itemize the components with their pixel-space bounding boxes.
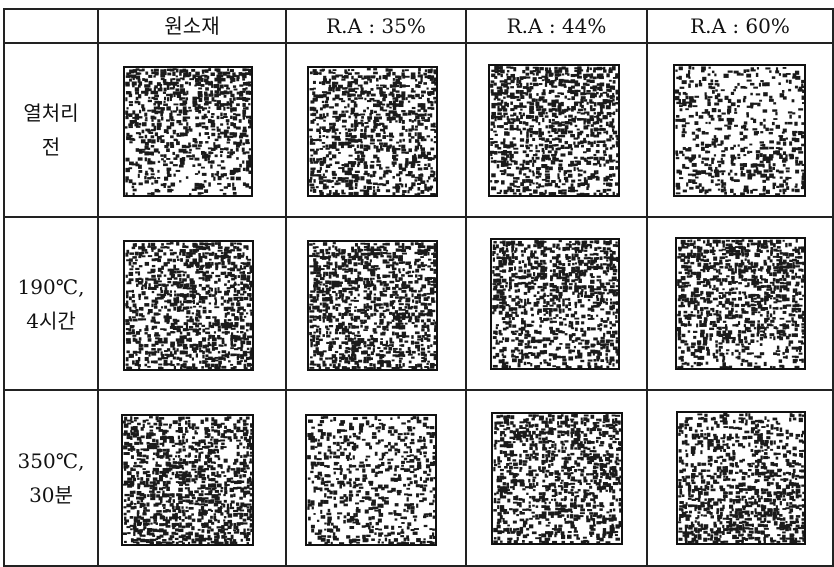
micrograph-image bbox=[675, 237, 806, 370]
column-header-ra-60: R.A : 60% bbox=[690, 14, 790, 38]
table-row-divider bbox=[3, 216, 834, 218]
table-col-divider bbox=[285, 8, 287, 567]
micrograph-texture bbox=[125, 242, 252, 369]
micrograph-texture bbox=[492, 240, 618, 368]
table-col-divider bbox=[646, 8, 648, 567]
micrograph-image bbox=[305, 414, 437, 546]
micrograph-image bbox=[307, 66, 438, 197]
micrograph-image bbox=[491, 412, 623, 545]
table-border-right bbox=[832, 8, 834, 567]
micrograph-texture bbox=[307, 416, 435, 544]
row-label-350c-30min: 350℃, 30분 bbox=[17, 449, 85, 507]
micrograph-image bbox=[123, 66, 253, 197]
micrograph-image bbox=[490, 238, 620, 370]
micrograph-image bbox=[488, 64, 620, 197]
micrograph-image bbox=[307, 240, 438, 371]
table-header-divider bbox=[3, 42, 834, 44]
micrograph-image bbox=[676, 411, 806, 545]
micrograph-texture bbox=[123, 416, 252, 544]
column-header-ra-44: R.A : 44% bbox=[506, 14, 607, 38]
micrograph-image bbox=[673, 64, 806, 197]
row-label-before-heat-treatment: 열처리 전 bbox=[23, 101, 79, 159]
micrograph-texture bbox=[677, 239, 804, 368]
micrograph-texture bbox=[309, 68, 436, 195]
column-header-raw-material: 원소재 bbox=[164, 14, 220, 38]
table-col-divider bbox=[97, 8, 99, 567]
micrograph-texture bbox=[675, 66, 804, 195]
table-border-left bbox=[3, 8, 5, 567]
micrograph-texture bbox=[493, 414, 621, 543]
micrograph-texture bbox=[678, 413, 804, 543]
table-col-divider bbox=[465, 8, 467, 567]
table-border-top bbox=[3, 8, 834, 10]
micrograph-image bbox=[123, 240, 254, 371]
micrograph-texture bbox=[309, 242, 436, 369]
table-border-bottom bbox=[3, 565, 834, 567]
micrograph-texture bbox=[125, 68, 251, 195]
table-row-divider bbox=[3, 389, 834, 391]
column-header-ra-35: R.A : 35% bbox=[326, 14, 426, 38]
micrograph-image bbox=[121, 414, 254, 546]
row-label-190c-4h: 190℃, 4시간 bbox=[17, 274, 85, 333]
micrograph-texture bbox=[490, 66, 618, 195]
